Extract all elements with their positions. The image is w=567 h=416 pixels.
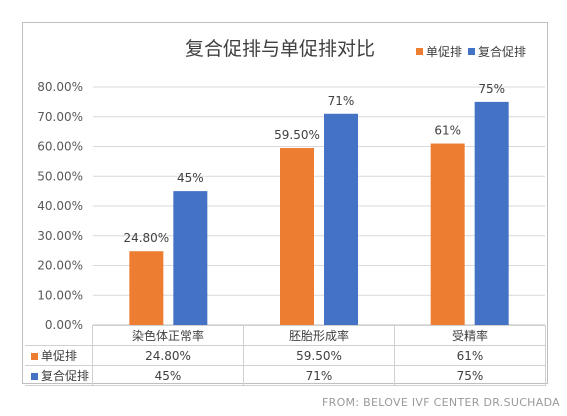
table-cell: 61%: [394, 345, 546, 366]
bar: [324, 113, 358, 326]
y-tick-label: 70.00%: [37, 110, 83, 124]
table-category-cell: 受精率: [394, 325, 546, 346]
data-label: 61%: [434, 124, 461, 138]
bar: [474, 101, 509, 325]
legend-item-series-2: 复合促排: [468, 43, 526, 60]
chart-data-table: 染色体正常率 胚胎形成率 受精率 单促排 24.80% 59.50% 61% 复…: [25, 325, 546, 386]
table-row: 单促排 24.80% 59.50% 61%: [25, 345, 546, 366]
table-corner: [25, 326, 93, 346]
y-tick-label: 20.00%: [37, 259, 83, 273]
y-tick-label: 40.00%: [37, 199, 83, 213]
chart-title: 复合促排与单促排对比: [184, 38, 375, 60]
legend-item-series-1: 单促排: [416, 43, 462, 60]
table-cell: 59.50%: [243, 345, 395, 366]
table-header-row: 染色体正常率 胚胎形成率 受精率: [25, 325, 546, 346]
row-key-swatch: [31, 373, 38, 380]
table-cell: 75%: [394, 365, 546, 386]
legend-swatch: [416, 48, 423, 55]
table-row-header: 单促排: [25, 345, 93, 366]
table-category-cell: 染色体正常率: [92, 325, 244, 346]
table-row-label: 单促排: [41, 349, 78, 363]
table-row-header: 复合促排: [25, 365, 93, 386]
table-cell: 24.80%: [92, 345, 244, 366]
y-tick-label: 30.00%: [37, 229, 83, 243]
row-key-swatch: [31, 353, 38, 360]
y-tick-label: 60.00%: [37, 140, 83, 154]
legend-label: 单促排: [426, 45, 463, 59]
bar: [430, 143, 465, 325]
legend-label: 复合促排: [478, 45, 527, 59]
bar: [129, 251, 164, 325]
data-label: 45%: [177, 171, 204, 185]
table-cell: 71%: [243, 365, 395, 386]
bar: [280, 147, 314, 325]
data-label: 71%: [328, 94, 355, 108]
y-tick-label: 80.00%: [37, 80, 83, 94]
y-tick-label: 10.00%: [37, 288, 83, 302]
data-label: 24.80%: [123, 231, 169, 245]
data-label: 75%: [478, 82, 505, 96]
legend-swatch: [468, 48, 476, 55]
data-label: 59.50%: [274, 128, 320, 142]
table-category-cell: 胚胎形成率: [243, 325, 395, 346]
chart-legend: 单促排 复合促排: [416, 43, 532, 60]
y-tick-label: 50.00%: [37, 169, 83, 183]
table-cell: 45%: [92, 365, 244, 386]
table-row-label: 复合促排: [41, 369, 90, 383]
bar: [173, 191, 208, 325]
table-row: 复合促排 45% 71% 75%: [25, 365, 546, 386]
y-tick-label: 0.00%: [45, 318, 83, 332]
source-note: FROM: BELOVE IVF CENTER DR.SUCHADA: [322, 396, 560, 409]
